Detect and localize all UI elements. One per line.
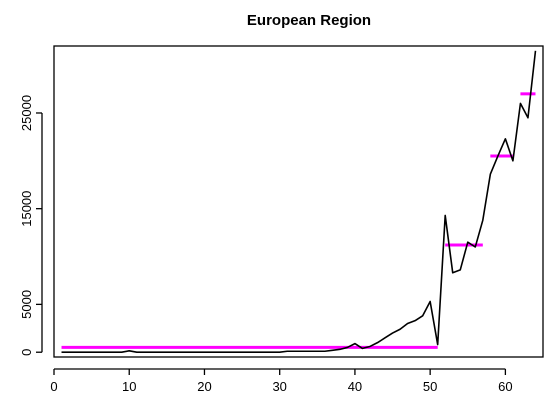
x-tick-label: 50 <box>423 379 437 394</box>
level-segments <box>61 92 536 349</box>
series-layer <box>61 50 537 354</box>
chart-title: European Region <box>247 12 371 29</box>
x-tick-label: 30 <box>272 379 286 394</box>
y-tick-label: 25000 <box>19 95 34 131</box>
x-tick-label: 40 <box>348 379 362 394</box>
y-tick-label: 0 <box>19 349 34 356</box>
x-tick-label: 0 <box>50 379 57 394</box>
x-axis: 0 10 20 30 40 50 60 <box>50 368 513 394</box>
y-tick-label: 15000 <box>19 191 34 227</box>
series-line <box>61 50 537 354</box>
y-axis: 0 5000 15000 25000 <box>19 95 43 356</box>
x-tick-label: 20 <box>197 379 211 394</box>
x-tick-label: 60 <box>498 379 512 394</box>
x-tick-label: 10 <box>122 379 136 394</box>
y-tick-label: 5000 <box>19 290 34 319</box>
plot-frame <box>53 45 544 358</box>
